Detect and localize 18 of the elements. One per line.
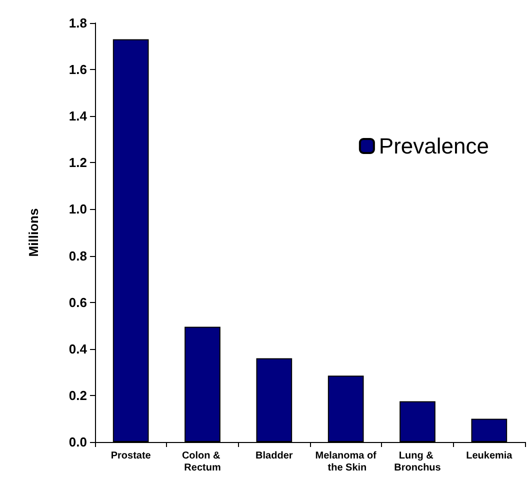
y-tick-label: 1.4 xyxy=(68,108,88,124)
y-tick-label: 0.6 xyxy=(68,294,87,310)
y-tick-label: 1.6 xyxy=(68,62,87,78)
x-tick-label: Colon & Rectum xyxy=(182,450,224,474)
y-tick-label: 0.8 xyxy=(68,248,87,264)
y-axis-title: Millions xyxy=(26,208,41,257)
y-tick-label: 0.2 xyxy=(68,388,87,403)
legend-label: Prevalence xyxy=(378,134,490,158)
y-tick-label: 1.8 xyxy=(68,16,87,30)
x-tick-label: Lung & Bronchus xyxy=(394,450,442,474)
y-tick-label: 0.4 xyxy=(68,341,88,356)
y-tick-label: 0.0 xyxy=(68,434,87,450)
x-tick-label: Prostate xyxy=(110,450,152,462)
x-tick-label: Bladder xyxy=(256,450,293,462)
y-tick-label: 1.0 xyxy=(68,202,87,217)
x-tick-label: Leukemia xyxy=(466,450,513,462)
x-tick-label: Melanoma of the Skin xyxy=(315,450,378,474)
y-tick-label: 1.2 xyxy=(68,155,87,170)
